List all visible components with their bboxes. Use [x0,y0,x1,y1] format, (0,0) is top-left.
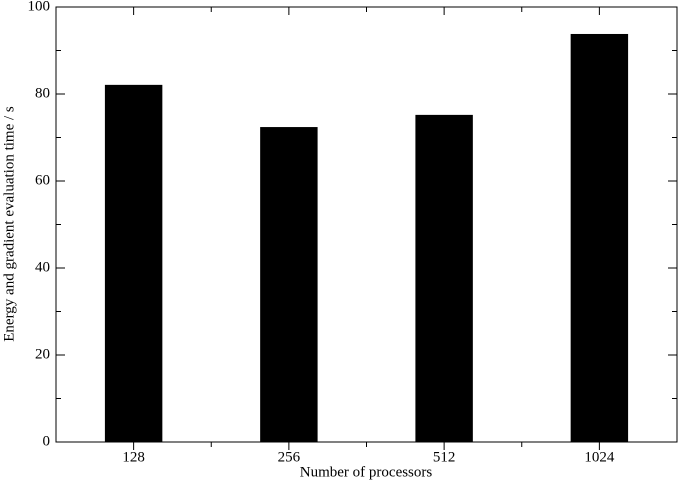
bar [260,127,318,442]
x-tick-label: 512 [433,449,456,465]
bar [104,84,163,443]
x-tick-label: 128 [122,449,145,465]
y-tick-label: 40 [35,259,50,275]
y-tick-label: 60 [35,172,50,188]
bar [570,33,629,442]
bar [415,114,473,442]
y-tick-label: 100 [28,0,51,14]
x-tick-label: 1024 [584,449,615,465]
y-tick-label: 80 [35,85,50,101]
x-tick-label: 256 [278,449,301,465]
x-axis-label: Number of processors [300,464,433,480]
y-tick-label: 0 [43,433,51,449]
y-axis-label: Energy and gradient evaluation time / s [1,106,17,342]
y-tick-label: 20 [35,346,50,362]
